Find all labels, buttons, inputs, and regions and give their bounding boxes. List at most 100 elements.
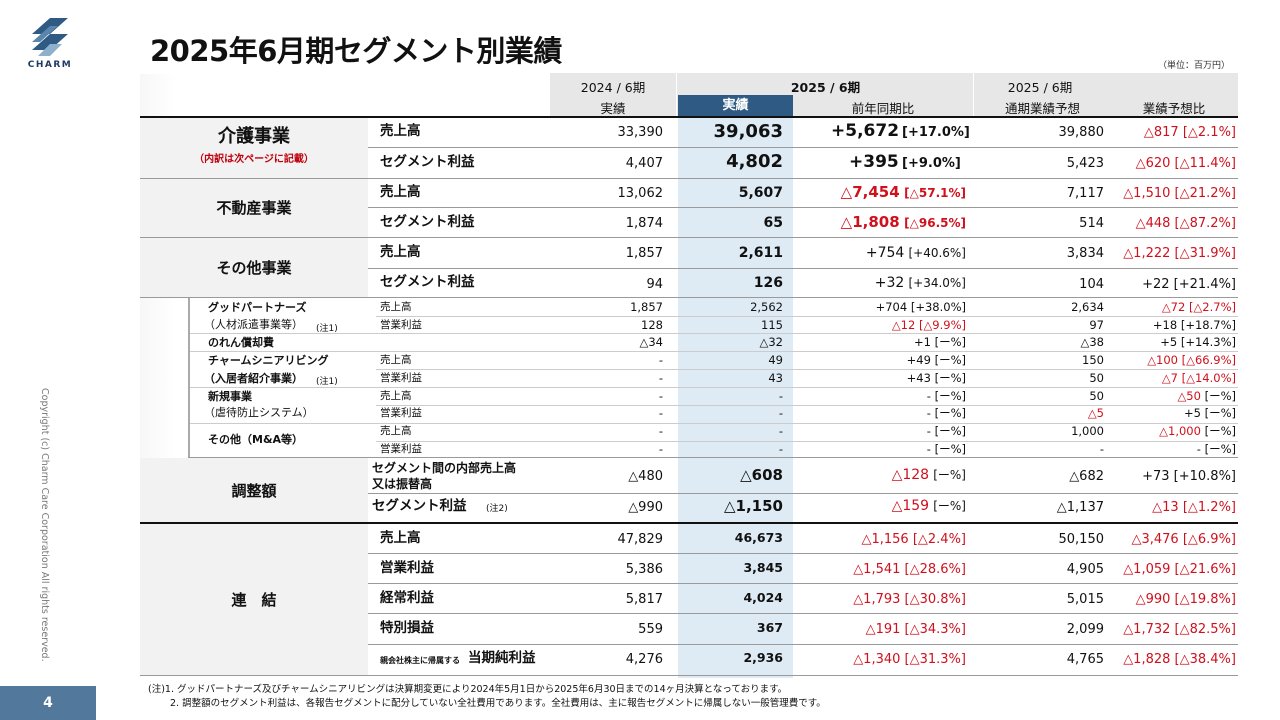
yoy-value: +1 [913,335,931,349]
forecast-value: 104 [1079,277,1104,292]
page-title: 2025年6月期セグメント別業績 [150,34,562,68]
yoy-value: - [926,442,931,456]
yoy-value: +49 [906,353,931,367]
yoy-pct: [+40.6%] [908,246,966,260]
vs-value: △990 [1135,592,1171,607]
vs-pct: [+18.7%] [1180,318,1236,332]
vs-pct: [△66.9%] [1181,353,1236,367]
prev-value: 1,857 [625,246,663,261]
vs-pct: [△1.2%] [1182,500,1236,515]
prev-value: 13,062 [617,186,664,201]
header-2025-actual: 実績 [678,95,793,116]
vs-value: △448 [1135,216,1171,231]
header-bg [550,73,1238,117]
sub-row-label: 営業利益 [380,319,422,331]
subitem-name: グッドパートナーズ [208,301,307,314]
prev-value: 4,407 [625,156,663,171]
forecast-value: 2,634 [1071,300,1104,314]
charm-logo-icon [32,18,68,56]
subitem-note: (注1) [316,377,338,387]
actual-value: 2,562 [750,300,783,314]
footnotes: (注)1. グッドパートナーズ及びチャームシニアリビングは決算期変更により202… [148,683,826,711]
yoy-pct: [△9.9%] [918,318,966,332]
yoy: △1,156 [△2.4%] [861,533,966,546]
forecast-value: 5,423 [1066,156,1104,171]
actual-value: 367 [756,620,783,635]
actual-value: 39,063 [713,121,783,142]
row-line [140,178,1238,179]
segment-cell [140,458,368,522]
sub-row-label: 売上高 [380,390,412,402]
yoy-value: △12 [891,318,916,332]
copyright: Copyright (c) Charm Care Corporation All… [39,388,50,662]
yoy-pct: [△57.1%] [904,186,966,200]
forecast-value: 50 [1089,371,1104,385]
prev-value: 94 [646,277,663,292]
vs-forecast: +5 [ー%] [1183,406,1236,420]
prev-value: 47,829 [617,532,664,547]
forecast-value: 150 [1082,353,1104,367]
prev-value: - [658,371,663,385]
row-line [368,583,1238,584]
vs-value: - [1196,442,1201,456]
row-label: セグメント間の内部売上高 [372,461,517,475]
header-divider [973,73,974,117]
actual-value: 115 [761,318,783,332]
row-line [140,297,1238,298]
vs-value: △72 [1161,300,1186,314]
header-forecast: 通期業績予想 [1004,101,1080,116]
vs-forecast: △448 [△87.2%] [1136,217,1236,230]
yoy-value: +43 [906,371,931,385]
yoy-value: +754 [865,245,905,261]
vs-value: △1,059 [1123,562,1171,577]
yoy: - [ー%] [927,390,966,403]
vs-value: +5 [1183,406,1201,420]
segment-name: その他事業 [216,259,292,277]
row-label: 特別損益 [380,620,434,636]
subitem-name: その他（M&A等） [208,433,304,446]
row-label: 又は振替高 [372,477,433,491]
segment-cell [140,238,368,298]
actual-value: 5,607 [738,185,783,201]
forecast-value: 50,150 [1058,532,1105,547]
vs-pct: [△2.7%] [1188,300,1236,314]
forecast-value: △1,137 [1056,500,1104,515]
vs-pct: [△19.8%] [1174,592,1236,607]
actual-value: 2,611 [738,245,783,261]
yoy: △128 [ー%] [892,468,966,482]
vs-forecast: - [ー%] [1196,442,1236,456]
row-label: セグメント利益 [380,274,475,290]
forecast-value: 97 [1089,318,1104,332]
yoy-value: +5,672 [831,121,900,141]
vs-value: △1,000 [1159,424,1201,438]
row-label: 売上高 [380,123,421,139]
forecast-value: △5 [1087,406,1104,420]
vs-pct: [△82.5%] [1174,622,1236,637]
row-label: セグメント利益 [380,154,475,170]
forecast-value: 39,880 [1058,125,1105,140]
yoy-pct: [△96.5%] [904,216,966,230]
segment-name: 連 結 [231,591,277,609]
vs-pct: [△6.9%] [1182,532,1236,547]
yoy: +1 [ー%] [913,335,966,349]
actual-value: - [778,406,783,420]
vs-forecast: +18 [+18.7%] [1153,318,1236,332]
header-2025-forecast: 2025 / 6期 [1007,80,1073,95]
prev-value: - [658,389,663,403]
forecast-value: 5,015 [1066,592,1104,607]
row-line [368,268,1238,269]
vs-forecast: △13 [△1.2%] [1152,501,1236,514]
yoy-pct: [△28.6%] [904,562,966,577]
yoy-value: △1,541 [853,562,901,577]
vs-forecast: △1,059 [△21.6%] [1123,563,1236,576]
subitem-name: （人材派遣事業等） [204,318,303,331]
actual-value: 4,024 [743,590,783,605]
sub-line [376,316,1238,317]
vs-pct: [△38.4%] [1174,652,1236,667]
vs-value: △1,222 [1123,246,1171,261]
prev-value: - [658,406,663,420]
yoy-value: △1,793 [853,592,901,607]
actual-value: 126 [753,275,783,291]
yoy-pct: [△2.4%] [912,532,966,547]
prev-value: - [658,424,663,438]
